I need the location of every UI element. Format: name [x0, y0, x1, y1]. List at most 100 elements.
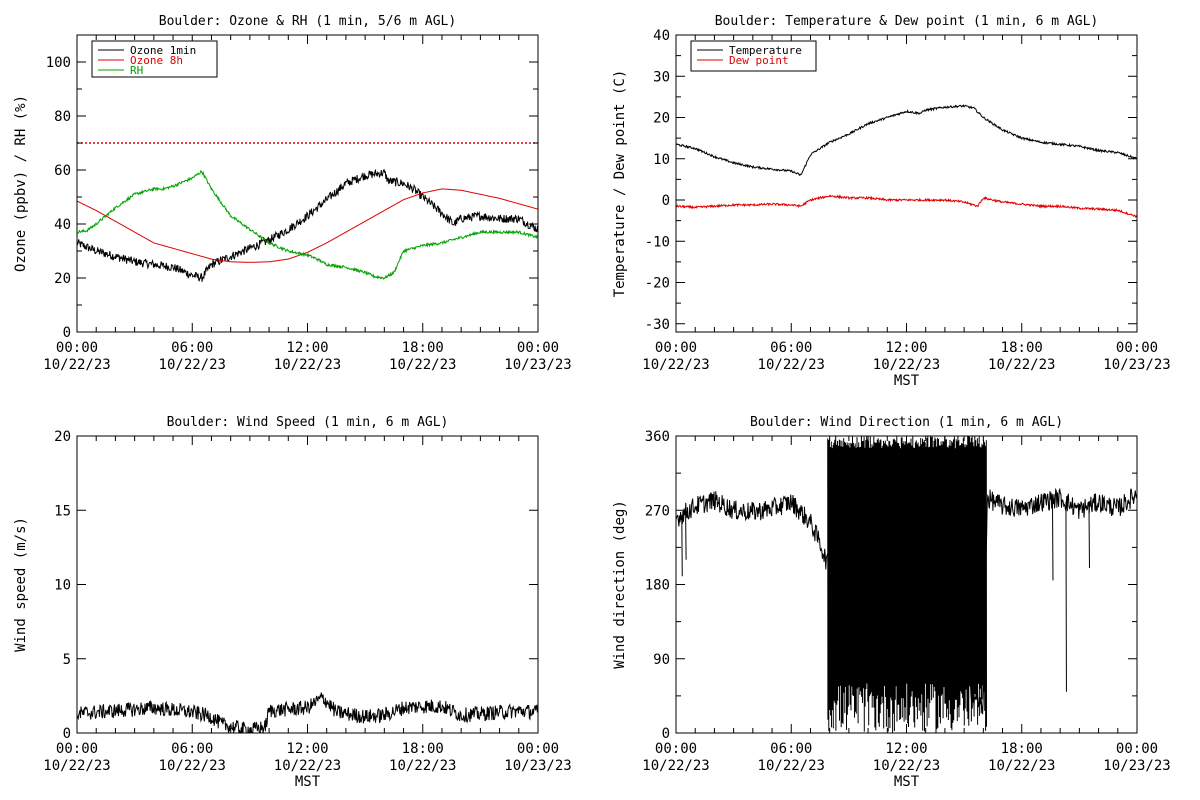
y-tick-label: 90	[653, 652, 670, 668]
y-axis-label: Wind direction (deg)	[612, 500, 628, 669]
dip-0	[681, 514, 683, 577]
legend-label: Dew point	[729, 54, 789, 67]
x-tick-date: 10/22/23	[274, 758, 341, 774]
dip-1	[685, 512, 687, 560]
x-tick-label: 12:00	[286, 741, 328, 757]
y-tick-label: 40	[653, 28, 670, 44]
chart-wind_speed: Boulder: Wind Speed (1 min, 6 m AGL) 0 5 10…	[13, 415, 572, 790]
y-tick-label: 100	[46, 55, 71, 71]
x-tick-label: 18:00	[402, 340, 444, 356]
y-tick-label: 270	[645, 503, 670, 519]
y-tick-label: 20	[653, 111, 670, 127]
x-tick-date: 10/22/23	[988, 357, 1055, 373]
x-tick-date: 10/23/23	[504, 357, 571, 373]
x-tick-label: 00:00	[517, 741, 559, 757]
series-dew-point	[676, 194, 1137, 219]
chart-title: Boulder: Wind Speed (1 min, 6 m AGL)	[167, 415, 449, 430]
y-tick-label: 10	[653, 152, 670, 168]
x-tick-date: 10/22/23	[988, 758, 1055, 774]
x-tick-date: 10/22/23	[873, 357, 940, 373]
x-tick-label: 18:00	[402, 741, 444, 757]
y-tick-label: 0	[63, 325, 71, 341]
legend-label: Temperature	[729, 44, 802, 57]
series-temperature	[676, 103, 1137, 177]
y-tick-label: 5	[63, 652, 71, 668]
x-tick-label: 00:00	[655, 340, 697, 356]
x-tick-label: 00:00	[517, 340, 559, 356]
x-tick-date: 10/22/23	[43, 758, 110, 774]
axis-frame	[76, 435, 539, 734]
legend-label: RH	[130, 64, 143, 77]
x-tick-label: 00:00	[1116, 741, 1158, 757]
chart-ozone_rh: Boulder: Ozone & RH (1 min, 5/6 m AGL) 0 2…	[13, 14, 572, 373]
x-tick-date: 10/22/23	[159, 357, 226, 373]
x-tick-label: 06:00	[171, 741, 213, 757]
chart-wind_dir: Boulder: Wind Direction (1 min, 6 m AGL)…	[612, 415, 1171, 790]
x-tick-label: 00:00	[56, 340, 98, 356]
plot-area	[676, 103, 1137, 219]
series-rh	[77, 169, 538, 280]
y-tick-label: 0	[662, 193, 670, 209]
x-axis-label: MST	[894, 373, 920, 389]
x-tick-label: 18:00	[1001, 340, 1043, 356]
legend-box	[91, 40, 218, 78]
x-tick-label: 12:00	[885, 741, 927, 757]
x-tick-date: 10/22/23	[159, 758, 226, 774]
y-axis-label: Ozone (ppbv) / RH (%)	[13, 95, 29, 272]
legend-label: Ozone 1min	[130, 44, 196, 57]
y-tick-label: 0	[662, 726, 670, 742]
chart-title: Boulder: Ozone & RH (1 min, 5/6 m AGL)	[159, 14, 456, 29]
y-tick-label: 10	[54, 578, 71, 594]
x-tick-date: 10/22/23	[274, 357, 341, 373]
y-tick-label: -20	[645, 276, 670, 292]
dip-2	[1051, 499, 1054, 581]
y-tick-label: 20	[54, 271, 71, 287]
x-tick-date: 10/22/23	[758, 357, 825, 373]
x-tick-date: 10/22/23	[873, 758, 940, 774]
x-tick-date: 10/23/23	[504, 758, 571, 774]
x-tick-date: 10/22/23	[642, 357, 709, 373]
dip-4	[1088, 506, 1090, 569]
x-axis-label: MST	[894, 774, 920, 790]
chart-title: Boulder: Wind Direction (1 min, 6 m AGL)	[750, 415, 1063, 430]
y-tick-label: 360	[645, 429, 670, 445]
x-tick-label: 12:00	[885, 340, 927, 356]
y-tick-label: 15	[54, 503, 71, 519]
x-tick-date: 10/22/23	[389, 758, 456, 774]
chart-temp_dew: Boulder: Temperature & Dew point (1 min,…	[612, 14, 1171, 389]
plot-area	[77, 692, 538, 733]
x-tick-date: 10/22/23	[43, 357, 110, 373]
series-ozone-8h	[77, 188, 538, 263]
x-axis-label: MST	[295, 774, 321, 790]
plot-area	[676, 436, 1137, 733]
y-tick-label: 20	[54, 429, 71, 445]
y-axis-label: Wind speed (m/s)	[13, 517, 29, 652]
legend-label: Ozone 8h	[130, 54, 183, 67]
x-tick-label: 06:00	[770, 741, 812, 757]
x-tick-label: 06:00	[770, 340, 812, 356]
y-tick-label: 0	[63, 726, 71, 742]
dip-3	[1065, 501, 1067, 692]
series-wind_dir-1	[827, 436, 987, 733]
x-tick-date: 10/23/23	[1103, 758, 1170, 774]
plot-area	[77, 142, 538, 282]
chart-title: Boulder: Temperature & Dew point (1 min,…	[715, 14, 1099, 29]
y-tick-label: -30	[645, 317, 670, 333]
x-tick-label: 18:00	[1001, 741, 1043, 757]
x-tick-date: 10/22/23	[642, 758, 709, 774]
y-tick-label: 40	[54, 217, 71, 233]
y-tick-label: -10	[645, 234, 670, 250]
axis-frame	[675, 34, 1138, 333]
axis-frame	[76, 34, 539, 333]
legend-box	[690, 40, 817, 72]
x-tick-label: 00:00	[56, 741, 98, 757]
y-tick-label: 180	[645, 578, 670, 594]
x-tick-date: 10/22/23	[758, 758, 825, 774]
y-tick-label: 60	[54, 163, 71, 179]
x-tick-label: 12:00	[286, 340, 328, 356]
x-tick-date: 10/23/23	[1103, 357, 1170, 373]
y-tick-label: 30	[653, 69, 670, 85]
